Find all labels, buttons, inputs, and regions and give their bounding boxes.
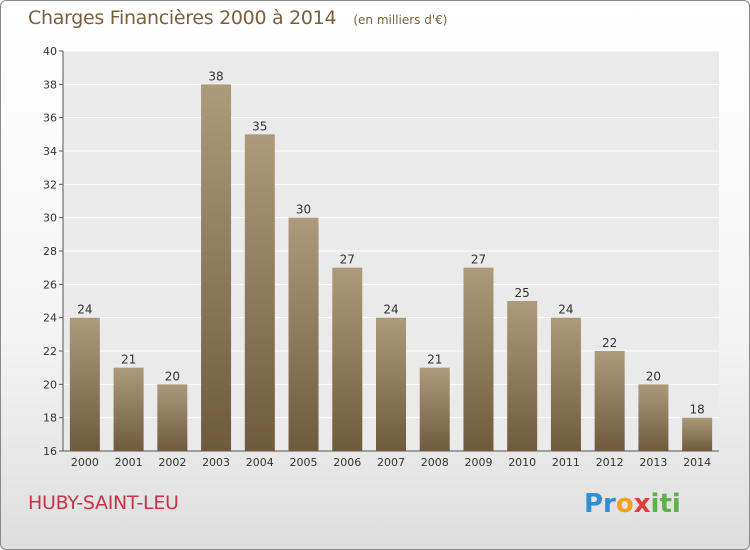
bar [638, 384, 669, 451]
bar [69, 317, 100, 451]
y-tick-label: 26 [43, 278, 57, 291]
bar [507, 301, 538, 451]
bar-value-label: 27 [340, 253, 355, 267]
x-tick-label: 2010 [508, 456, 536, 469]
y-tick-label: 24 [43, 312, 57, 325]
bar-value-label: 22 [602, 336, 617, 350]
chart-subtitle: (en milliers d'€) [353, 13, 448, 27]
bar [550, 317, 581, 451]
y-tick-label: 40 [43, 45, 57, 58]
bar-value-label: 20 [646, 369, 661, 383]
y-tick-label: 30 [43, 212, 57, 225]
bar-value-label: 24 [77, 303, 92, 317]
proxiti-logo: Proxiti [584, 489, 681, 519]
bar [113, 367, 144, 451]
y-tick-label: 20 [43, 378, 57, 391]
bar [288, 217, 319, 451]
x-tick-label: 2000 [71, 456, 99, 469]
y-tick-label: 36 [43, 112, 57, 125]
bar-value-label: 21 [121, 353, 136, 367]
bar [332, 267, 363, 451]
y-tick-label: 18 [43, 412, 57, 425]
x-tick-label: 2004 [246, 456, 274, 469]
bar [201, 84, 232, 451]
bar [419, 367, 450, 451]
title-block: Charges Financières 2000 à 2014 (en mill… [28, 7, 447, 29]
x-tick-label: 2009 [464, 456, 492, 469]
bar-value-label: 20 [165, 369, 180, 383]
bar-value-label: 25 [515, 286, 530, 300]
y-tick-label: 34 [43, 145, 57, 158]
bar [376, 317, 406, 451]
chart-title: Charges Financières 2000 à 2014 [28, 7, 337, 29]
bar [594, 351, 625, 451]
bar-value-label: 24 [383, 303, 398, 317]
bar-value-label: 18 [689, 403, 704, 417]
bar-value-label: 24 [558, 303, 573, 317]
x-tick-label: 2012 [596, 456, 624, 469]
bar-value-label: 27 [471, 253, 486, 267]
x-tick-label: 2006 [333, 456, 361, 469]
x-tick-label: 2003 [202, 456, 230, 469]
bar-value-label: 30 [296, 203, 311, 217]
x-tick-label: 2014 [683, 456, 711, 469]
x-tick-label: 2013 [639, 456, 667, 469]
bar [682, 417, 713, 451]
y-tick-label: 32 [43, 178, 57, 191]
y-tick-label: 38 [43, 78, 57, 91]
bar-value-label: 21 [427, 353, 442, 367]
y-tick-label: 16 [43, 445, 57, 458]
y-tick-label: 28 [43, 245, 57, 258]
bar [244, 134, 275, 452]
x-tick-label: 2005 [290, 456, 318, 469]
y-tick-label: 22 [43, 345, 57, 358]
x-tick-label: 2011 [552, 456, 580, 469]
x-tick-label: 2008 [421, 456, 449, 469]
x-tick-label: 2007 [377, 456, 405, 469]
bar-value-label: 38 [208, 69, 223, 83]
bar [157, 384, 188, 451]
bar [463, 267, 494, 451]
x-tick-label: 2001 [115, 456, 143, 469]
bar-value-label: 35 [252, 119, 267, 133]
city-name: HUBY-SAINT-LEU [28, 492, 179, 514]
x-tick-label: 2002 [158, 456, 186, 469]
